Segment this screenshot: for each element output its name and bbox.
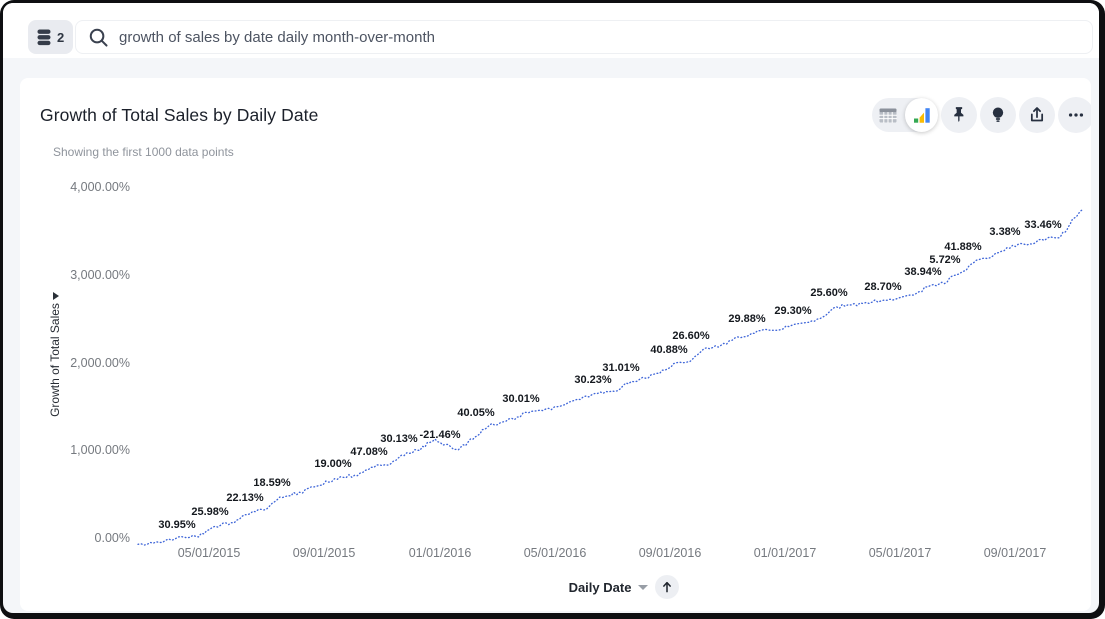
x-axis-control: Daily Date [152, 574, 1091, 600]
svg-text:1,000.00%: 1,000.00% [70, 443, 130, 457]
ellipsis-icon [1068, 113, 1084, 117]
svg-text:31.01%: 31.01% [602, 362, 640, 374]
svg-text:01/01/2017: 01/01/2017 [754, 546, 817, 560]
svg-text:38.94%: 38.94% [904, 266, 942, 278]
svg-text:30.23%: 30.23% [574, 374, 612, 386]
svg-text:4,000.00%: 4,000.00% [70, 180, 130, 194]
svg-text:-21.46%: -21.46% [420, 429, 461, 441]
svg-text:29.30%: 29.30% [774, 305, 812, 317]
svg-text:25.60%: 25.60% [810, 287, 848, 299]
arrow-up-icon [663, 581, 672, 593]
y-axis-menu-arrow-icon[interactable] [53, 292, 59, 300]
search-input[interactable] [119, 28, 1080, 46]
svg-text:22.13%: 22.13% [226, 492, 264, 504]
svg-text:41.88%: 41.88% [944, 241, 982, 253]
data-source-badge[interactable]: 2 [28, 20, 74, 54]
database-icon [37, 29, 51, 45]
card-toolbar [872, 97, 1091, 133]
svg-text:05/01/2015: 05/01/2015 [178, 546, 241, 560]
svg-text:28.70%: 28.70% [864, 281, 902, 293]
lightbulb-icon [992, 107, 1004, 122]
app-window: 2 Growth of Total Sales by Daily Date Sh… [3, 3, 1099, 613]
svg-text:30.95%: 30.95% [158, 519, 196, 531]
y-axis-title[interactable]: Growth of Total Sales [48, 303, 62, 417]
pin-icon [954, 107, 964, 123]
svg-text:18.59%: 18.59% [253, 477, 291, 489]
svg-text:40.88%: 40.88% [650, 344, 688, 356]
x-axis-title[interactable]: Daily Date [568, 579, 632, 595]
data-source-count: 2 [57, 29, 65, 45]
spotiq-button[interactable] [980, 97, 1016, 133]
share-button[interactable] [1019, 97, 1055, 133]
x-axis-caret-icon[interactable] [638, 584, 649, 590]
search-icon [89, 28, 108, 47]
chart-view-icon [914, 108, 930, 123]
svg-text:5.72%: 5.72% [929, 254, 960, 266]
svg-text:0.00%: 0.00% [95, 531, 130, 545]
svg-text:3,000.00%: 3,000.00% [70, 268, 130, 282]
svg-text:19.00%: 19.00% [314, 458, 352, 470]
svg-text:3.38%: 3.38% [989, 226, 1020, 238]
svg-text:05/01/2016: 05/01/2016 [524, 546, 587, 560]
share-icon [1030, 107, 1044, 122]
svg-text:47.08%: 47.08% [350, 446, 388, 458]
pin-button[interactable] [941, 97, 977, 133]
table-view-button[interactable] [872, 98, 905, 132]
svg-text:09/01/2015: 09/01/2015 [293, 546, 356, 560]
svg-text:26.60%: 26.60% [672, 330, 710, 342]
more-options-button[interactable] [1058, 97, 1091, 133]
search-bar [75, 20, 1093, 54]
svg-text:29.88%: 29.88% [728, 313, 766, 325]
sort-ascending-button[interactable] [655, 575, 680, 599]
svg-text:09/01/2016: 09/01/2016 [639, 546, 702, 560]
top-bar: 2 [3, 3, 1099, 58]
svg-text:01/01/2016: 01/01/2016 [409, 546, 472, 560]
chart-view-button[interactable] [904, 98, 938, 132]
svg-text:30.13%: 30.13% [380, 433, 418, 445]
chart-canvas[interactable]: 4,000.00% 3,000.00% 2,000.00% 1,000.00% 0.00… [20, 78, 1091, 568]
view-toggle [872, 98, 938, 132]
svg-text:25.98%: 25.98% [191, 506, 229, 518]
svg-text:30.01%: 30.01% [502, 393, 540, 405]
svg-text:09/01/2017: 09/01/2017 [984, 546, 1047, 560]
table-view-icon [879, 108, 898, 123]
chart-title: Growth of Total Sales by Daily Date [40, 105, 319, 125]
svg-text:33.46%: 33.46% [1024, 219, 1062, 231]
chart-subtitle: Showing the first 1000 data points [53, 145, 234, 159]
answer-card: Growth of Total Sales by Daily Date Show… [20, 78, 1091, 611]
svg-text:2,000.00%: 2,000.00% [70, 356, 130, 370]
svg-text:05/01/2017: 05/01/2017 [869, 546, 932, 560]
svg-text:40.05%: 40.05% [457, 407, 495, 419]
